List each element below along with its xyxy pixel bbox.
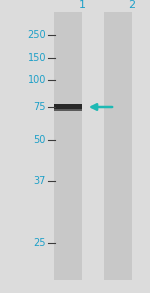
Text: 1: 1	[78, 0, 86, 10]
Text: 37: 37	[34, 176, 46, 186]
Text: 50: 50	[34, 135, 46, 145]
Text: 25: 25	[33, 238, 46, 248]
Text: 250: 250	[27, 30, 46, 40]
Text: 2: 2	[128, 0, 136, 10]
Text: 150: 150	[27, 53, 46, 63]
Text: 100: 100	[28, 75, 46, 85]
Text: 75: 75	[33, 102, 46, 112]
